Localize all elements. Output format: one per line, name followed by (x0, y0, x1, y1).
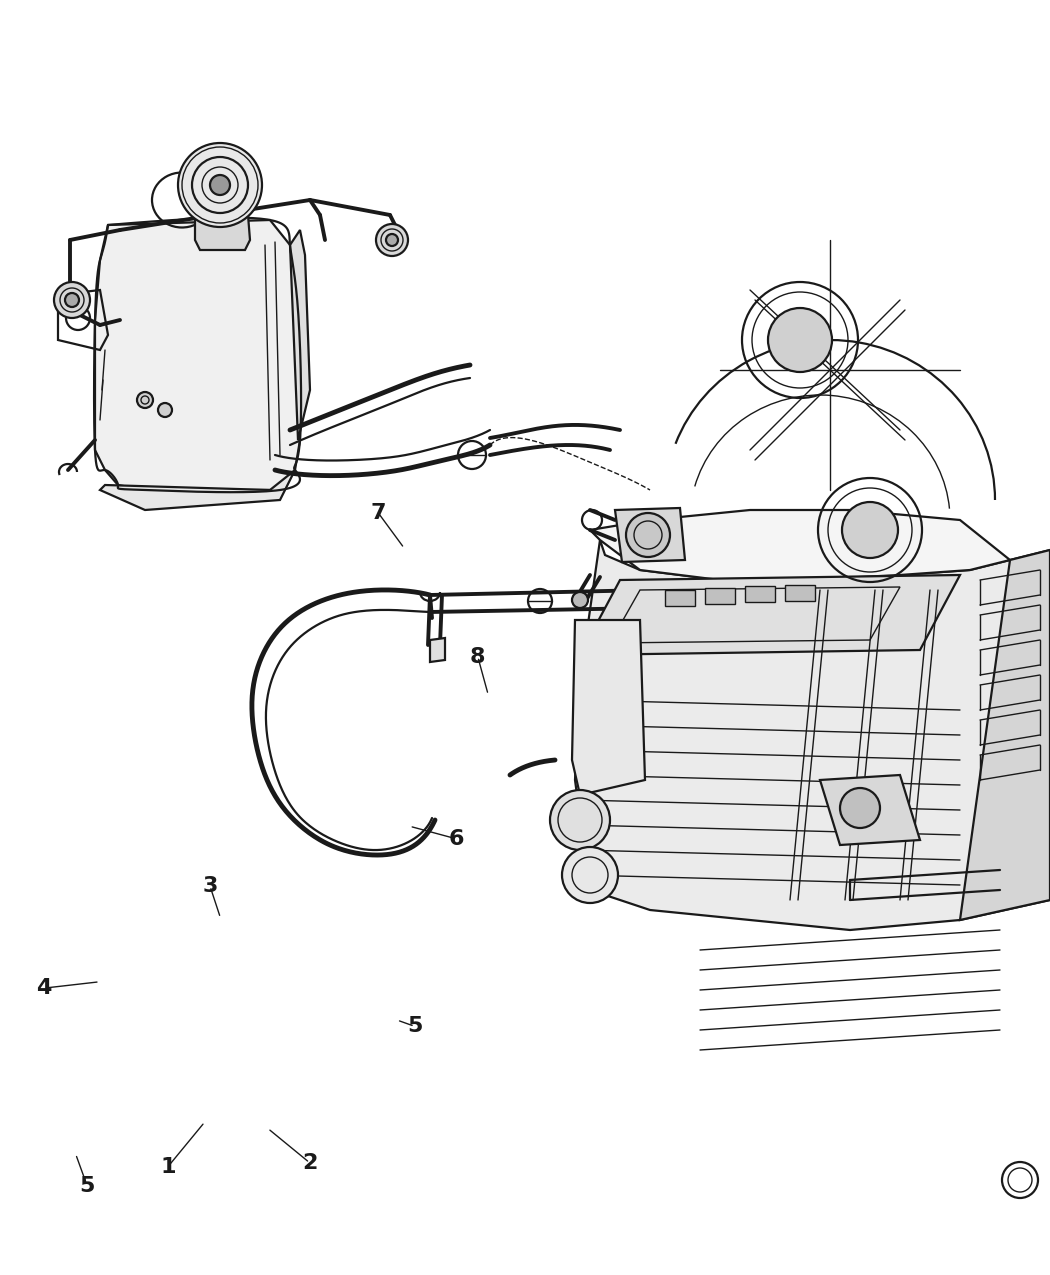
Circle shape (158, 403, 172, 417)
Polygon shape (580, 575, 960, 655)
Text: 7: 7 (371, 502, 385, 523)
Circle shape (842, 502, 898, 558)
Circle shape (626, 513, 670, 557)
Polygon shape (615, 507, 685, 562)
Circle shape (572, 592, 588, 608)
Polygon shape (290, 230, 310, 440)
Circle shape (550, 790, 610, 850)
Polygon shape (746, 586, 775, 602)
Polygon shape (590, 510, 1010, 580)
Circle shape (178, 143, 262, 227)
Text: 2: 2 (302, 1153, 317, 1173)
Circle shape (386, 235, 398, 246)
Text: 1: 1 (161, 1156, 175, 1177)
Circle shape (768, 309, 832, 372)
Polygon shape (195, 215, 250, 250)
Polygon shape (820, 775, 920, 845)
Circle shape (562, 847, 618, 903)
Polygon shape (665, 590, 695, 606)
Circle shape (840, 788, 880, 827)
Polygon shape (785, 585, 815, 601)
Text: 6: 6 (449, 829, 464, 849)
Polygon shape (572, 620, 645, 796)
Circle shape (376, 224, 408, 256)
Text: 5: 5 (407, 1016, 422, 1037)
Text: 4: 4 (37, 978, 51, 998)
Polygon shape (94, 221, 300, 490)
Polygon shape (100, 470, 295, 510)
Polygon shape (960, 550, 1050, 921)
Text: 8: 8 (470, 646, 485, 667)
Text: 3: 3 (203, 876, 217, 896)
Circle shape (136, 391, 153, 408)
Circle shape (210, 175, 230, 195)
Text: 5: 5 (80, 1176, 94, 1196)
Polygon shape (575, 541, 1050, 929)
Circle shape (65, 293, 79, 307)
Polygon shape (430, 638, 445, 662)
Circle shape (54, 282, 90, 317)
Polygon shape (705, 588, 735, 604)
